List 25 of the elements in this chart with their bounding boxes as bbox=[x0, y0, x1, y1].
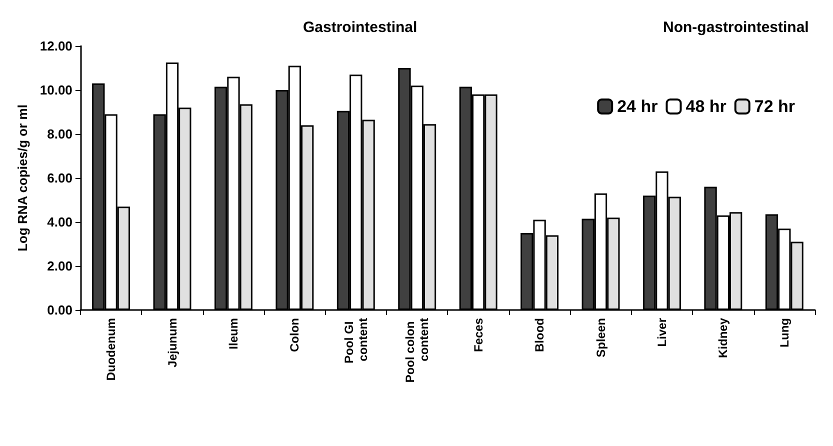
x-tick-label: Duodenum bbox=[104, 318, 118, 381]
y-tick-label: 4.00 bbox=[47, 214, 72, 230]
x-tick-label: Lung bbox=[777, 318, 792, 348]
y-tick-label: 10.00 bbox=[40, 82, 72, 98]
x-tick-label: Liver bbox=[654, 318, 669, 347]
y-tick-label: 6.00 bbox=[47, 170, 72, 186]
y-tick-label: 2.00 bbox=[47, 258, 72, 274]
x-tick-label: Jejunum bbox=[165, 318, 180, 368]
x-tick-label: Feces bbox=[471, 318, 486, 352]
x-tick-label: Pool GI content bbox=[342, 318, 370, 364]
x-tick-label: Kidney bbox=[716, 318, 730, 358]
text: Gastrointestinal bbox=[303, 19, 418, 36]
x-tick-label: Colon bbox=[288, 318, 302, 352]
x-tick-label: Blood bbox=[532, 318, 547, 352]
legend-label: 48 hr bbox=[686, 97, 727, 116]
y-axis-title: Log RNA copies/g or ml bbox=[15, 104, 30, 252]
legend-label: 24 hr bbox=[617, 97, 658, 116]
text: Non-gastrointestinal bbox=[663, 19, 809, 36]
y-tick-label: 8.00 bbox=[47, 126, 72, 142]
x-tick-label: Spleen bbox=[594, 318, 608, 358]
x-tick-label: Ileum bbox=[226, 318, 240, 350]
y-tick-label: 12.00 bbox=[40, 38, 72, 54]
y-tick-label: 0.00 bbox=[47, 302, 72, 318]
x-tick-label: Pool colon content bbox=[403, 318, 432, 383]
legend-label: 72 hr bbox=[754, 97, 796, 116]
